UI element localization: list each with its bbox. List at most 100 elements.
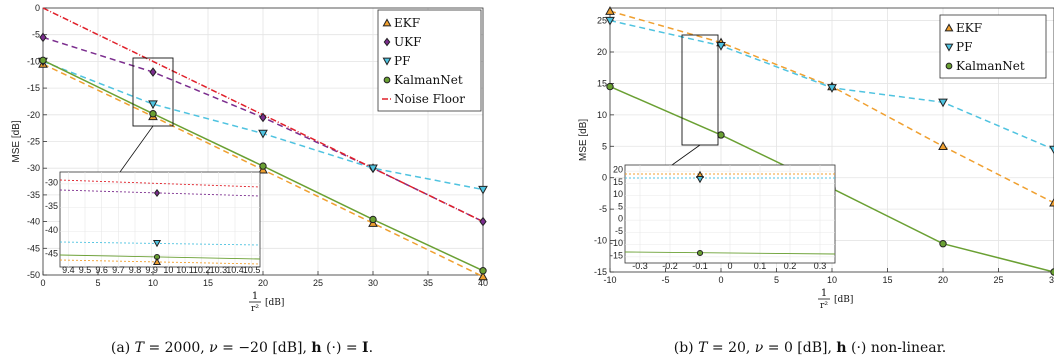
x-tick-label: 25 (993, 275, 1003, 285)
y-tick-label: -35 (27, 190, 40, 200)
legend: EKF PF KalmanNet (939, 14, 1047, 79)
inset-y-tick-label: 10 (613, 189, 623, 199)
legend-box (939, 14, 1047, 79)
inset-y-tick-label: -30 (45, 177, 58, 187)
y-tick-label: 20 (597, 47, 607, 57)
y-tick-label: -20 (27, 110, 40, 120)
inset-x-tick-label: 9.7 (112, 265, 125, 275)
y-tick-label: -25 (27, 137, 40, 147)
data-point-pf (1049, 145, 1054, 155)
legend-marker-pf (382, 57, 392, 66)
data-point-pf (938, 98, 948, 108)
inset-x-tick-label: 10.1 (176, 265, 194, 275)
inset-x-tick-label: -0.2 (662, 261, 678, 271)
caption-segment: ν (209, 340, 218, 356)
x-axis-label-numerator: 1 (821, 288, 827, 299)
y-tick-label: -5 (599, 204, 607, 214)
inset-x-tick-label: 0.3 (814, 261, 827, 271)
legend-label-kalmannet: KalmanNet (394, 73, 463, 87)
inset-x-tick-label: 0.1 (754, 261, 767, 271)
y-tick-label: -10 (27, 56, 40, 66)
x-tick-label: 5 (774, 275, 779, 285)
x-axis-label: 1 r² [dB] (249, 291, 284, 314)
zoom-box (681, 34, 719, 146)
caption-segment: T (698, 340, 709, 356)
legend: EKF UKF PF KalmanNet Noise Floor (377, 9, 482, 112)
inset-y-tick-label: -5 (615, 226, 623, 236)
x-tick-label: 25 (313, 278, 323, 288)
x-axis-label-unit: [dB] (834, 295, 853, 305)
data-point-kalmannet (259, 162, 267, 170)
x-tick-label: 30 (368, 278, 378, 288)
y-tick-label: -40 (27, 217, 40, 227)
inset-y-tick-label: -10 (610, 238, 623, 248)
caption-segment: . (369, 340, 373, 356)
inset-x-tick-label: 10.4 (226, 265, 244, 275)
data-point-pf (258, 129, 268, 139)
y-tick-label: -5 (32, 30, 40, 40)
data-point-kalmannet (149, 110, 157, 118)
inset-x-tick-label: 10 (163, 265, 173, 275)
data-point-kalmannet (369, 215, 377, 224)
inset-series-line-pf (59, 241, 261, 246)
panel-a-chart: 0 5 10 15 20 25 30 35 40 0 -5 -10 -15 -20 -25 -30 -35 -40… (11, 3, 488, 356)
x-tick-label: 15 (203, 278, 213, 288)
data-point-ekf (478, 271, 488, 281)
inset-x-tick-label: 10.2 (193, 265, 211, 275)
data-point-ekf (938, 141, 948, 150)
data-point-kalmannet (39, 56, 47, 65)
data-point-ekf (605, 6, 615, 15)
data-point-ukf (259, 112, 267, 123)
inset-series-line-noise-floor (59, 179, 261, 188)
inset-x-tick-label: -0.3 (632, 261, 648, 271)
x-tick-label: -10 (603, 275, 616, 285)
inset-y-tick-label: 5 (618, 201, 623, 211)
x-tick-label: 40 (478, 278, 488, 288)
caption-segment: (·) non-linear. (847, 340, 947, 356)
y-tick-label: -15 (27, 83, 40, 93)
figure-caption: (a) T = 2000, ν = −20 [dB], h (·) = I. (111, 340, 373, 356)
data-point-ekf (1049, 197, 1054, 207)
legend-label-kalmannet: KalmanNet (956, 59, 1025, 73)
inset-x-tick-label: 0.2 (784, 261, 797, 271)
x-tick-label: 20 (938, 275, 948, 285)
x-axis-label-unit: [dB] (265, 298, 284, 308)
y-tick-label: 25 (597, 16, 607, 26)
x-tick-label: 35 (423, 278, 433, 288)
inset-x-tick-label: 10.5 (243, 265, 261, 275)
y-tick-label: 5 (602, 141, 607, 151)
legend-marker-kalmannet (383, 76, 391, 84)
x-tick-label: 0 (718, 275, 723, 285)
inset-x-tick-label: 10.3 (210, 265, 228, 275)
x-axis-label-denominator: r² (251, 304, 259, 314)
series-group (38, 7, 488, 281)
y-tick-label: -45 (27, 243, 40, 253)
data-point-pf (148, 100, 158, 110)
y-tick-label: 15 (597, 78, 607, 88)
inset-data-point-pf (152, 239, 162, 248)
inset-x-tick-label: 9.5 (79, 265, 92, 275)
legend-label-ekf: EKF (394, 16, 420, 30)
inset-y-tick-label: -45 (45, 249, 58, 259)
data-point-pf (605, 16, 615, 26)
x-tick-label: 10 (827, 275, 837, 285)
inset-data-point-ukf (153, 188, 161, 198)
legend-marker-ekf (944, 23, 954, 32)
data-point-pf (478, 185, 488, 195)
inset-y-tick-label: 0 (618, 214, 623, 224)
data-point-ukf (39, 32, 47, 43)
legend-box (377, 9, 482, 112)
x-tick-label: 5 (95, 278, 100, 288)
y-tick-label: 10 (597, 110, 607, 120)
inset-data-point-pf (695, 175, 705, 184)
legend-label-pf: PF (394, 54, 410, 68)
inset-x-tick-label: -0.1 (692, 261, 708, 271)
legend-label-ekf: EKF (956, 21, 982, 35)
data-point-pf (368, 164, 378, 174)
x-axis-label-numerator: 1 (252, 291, 258, 302)
data-point-pf (827, 84, 837, 93)
caption-segment: ν (755, 340, 764, 356)
y-tick-label: 0 (602, 173, 607, 183)
y-tick-label: 0 (35, 3, 40, 13)
